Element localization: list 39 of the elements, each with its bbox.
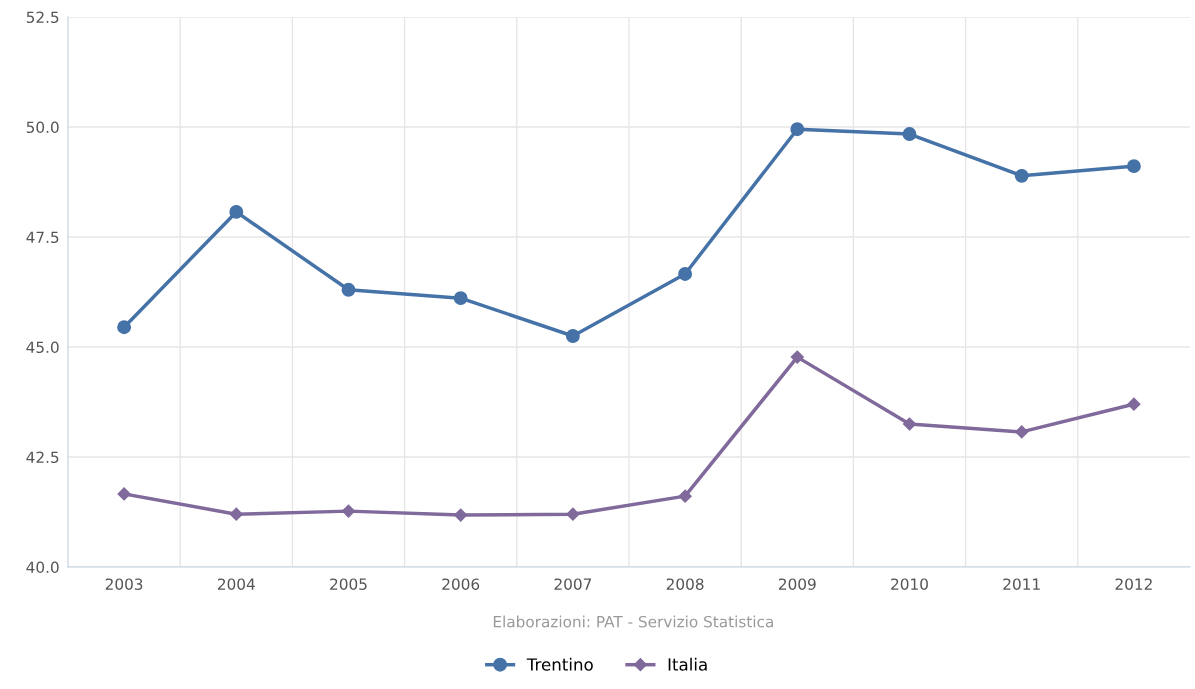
- y-tick-label: 47.5: [26, 231, 59, 244]
- y-tick-label: 50.0: [26, 121, 59, 134]
- point: [902, 127, 917, 141]
- x-tick-label: 2011: [1003, 578, 1040, 590]
- y-tick-label: 42.5: [26, 451, 59, 464]
- point: [454, 508, 468, 522]
- point: [117, 320, 132, 335]
- x-tick-label: 2007: [554, 578, 592, 590]
- point: [1015, 425, 1029, 439]
- point: [341, 504, 356, 518]
- point: [565, 329, 580, 343]
- text: Elaborazioni: PAT - Servizio Statistica: [493, 615, 773, 628]
- point: [229, 204, 244, 219]
- y-tick-label: 45.0: [26, 341, 59, 354]
- legend-label: Italia: [668, 657, 707, 671]
- x-tick-label: 2012: [1115, 578, 1152, 590]
- point: [1014, 168, 1029, 183]
- point: [790, 350, 804, 364]
- legend-label: Trentino: [526, 657, 593, 671]
- x-tick-label: 2008: [666, 578, 704, 590]
- point: [678, 489, 692, 503]
- x-tick-label: 2009: [778, 578, 816, 590]
- point: [902, 417, 917, 431]
- point: [566, 507, 580, 521]
- x-tick-label: 2003: [105, 578, 143, 590]
- x-tick-label: 2005: [330, 578, 367, 590]
- point: [790, 122, 805, 137]
- x-tick-label: 2004: [217, 578, 255, 590]
- x-tick-label: 2010: [891, 578, 928, 590]
- point: [341, 282, 356, 297]
- y-tick-label: 40.0: [26, 561, 59, 574]
- y-tick-label: 52.5: [26, 11, 59, 24]
- point: [229, 507, 243, 521]
- point: [1126, 159, 1141, 174]
- point: [1127, 397, 1141, 411]
- point: [453, 291, 468, 306]
- point: [678, 267, 693, 281]
- x-tick-label: 2006: [442, 578, 480, 590]
- point: [117, 487, 131, 501]
